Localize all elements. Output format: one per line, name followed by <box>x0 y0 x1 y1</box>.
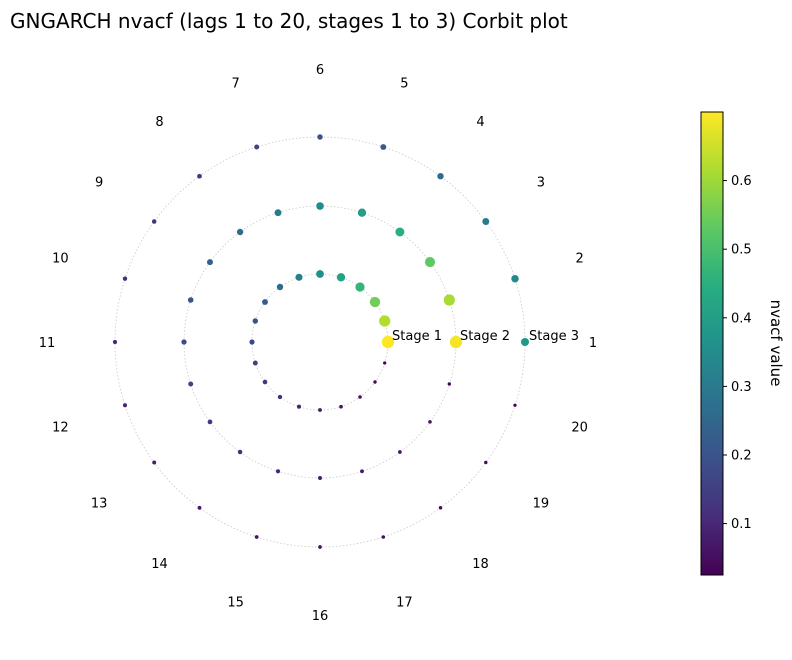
point-stage1-lag2 <box>379 315 391 327</box>
point-stage2-lag15 <box>275 469 281 474</box>
point-stage2-lag19 <box>428 420 432 424</box>
point-stage1-lag7 <box>295 273 303 281</box>
colorbar-tick-label: 0.3 <box>731 380 752 395</box>
point-stage2-lag2 <box>443 294 455 306</box>
colorbar-tick-label: 0.4 <box>731 311 752 326</box>
point-stage3-lag15 <box>254 535 259 539</box>
lag-label-7: 7 <box>231 76 239 91</box>
point-stage1-lag10 <box>252 318 259 324</box>
point-stage3-lag11 <box>112 339 118 345</box>
point-stage1-lag11 <box>249 339 255 345</box>
lag-label-16: 16 <box>312 609 329 624</box>
point-stage3-lag10 <box>122 276 128 281</box>
point-stage1-lag13 <box>262 379 268 385</box>
colorbar: 0.1 0.2 0.3 0.4 0.5 0.6 nvacf value <box>700 111 785 576</box>
point-stage2-lag8 <box>236 228 244 236</box>
colorbar-tick-label: 0.2 <box>731 449 752 464</box>
point-stage3-lag3 <box>482 218 490 225</box>
point-stage2-lag11 <box>181 339 187 345</box>
point-stage2-lag14 <box>237 449 243 455</box>
colorbar-tick-label: 0.6 <box>731 174 752 189</box>
point-stage2-lag16 <box>318 476 322 480</box>
point-stage2-lag1 <box>449 335 463 349</box>
colorbar-label: nvacf value <box>767 300 785 387</box>
point-stage1-lag18 <box>358 395 362 399</box>
point-stage2-lag5 <box>357 208 367 217</box>
chart-title: GNGARCH nvacf (lags 1 to 20, stages 1 to… <box>10 9 568 33</box>
lag-label-18: 18 <box>472 557 489 572</box>
lag-label-11: 11 <box>39 336 56 351</box>
point-stage2-lag3 <box>424 257 436 268</box>
stage-labels: Stage 1 Stage 2 Stage 3 <box>392 329 579 344</box>
colorbar-tick-label: 0.1 <box>731 517 752 532</box>
point-stage1-lag15 <box>296 404 302 409</box>
stage-label-3: Stage 3 <box>529 329 579 344</box>
lag-label-20: 20 <box>571 420 588 435</box>
lag-label-9: 9 <box>95 176 103 191</box>
point-stage3-lag9 <box>151 219 157 224</box>
lag-label-12: 12 <box>52 420 69 435</box>
lag-label-15: 15 <box>227 596 244 611</box>
point-stage2-lag9 <box>207 259 213 266</box>
point-stage1-lag19 <box>373 380 377 384</box>
point-stage2-lag13 <box>207 419 213 425</box>
point-stage3-lag12 <box>122 403 128 408</box>
point-stage3-lag6 <box>317 134 323 140</box>
point-stage2-lag12 <box>188 381 194 387</box>
point-stage3-lag13 <box>152 460 157 465</box>
point-stage2-lag6 <box>316 202 324 210</box>
lag-label-19: 19 <box>533 497 550 512</box>
lag-label-10: 10 <box>52 252 69 267</box>
stage-circle-1 <box>251 273 389 411</box>
point-stage2-lag17 <box>360 469 364 474</box>
point-stage1-lag9 <box>262 299 268 305</box>
point-stage3-lag7 <box>254 144 260 150</box>
point-stage1-lag4 <box>355 282 365 292</box>
point-stage1-lag6 <box>316 270 324 278</box>
point-stage3-lag20 <box>513 403 517 407</box>
lag-label-14: 14 <box>151 557 168 572</box>
point-stage1-lag12 <box>252 360 258 366</box>
data-points <box>112 134 530 549</box>
lag-label-6: 6 <box>316 63 324 78</box>
point-stage3-lag1 <box>520 337 530 347</box>
point-stage2-lag18 <box>398 450 402 454</box>
point-stage3-lag17 <box>381 535 386 539</box>
point-stage1-lag16 <box>318 408 322 412</box>
point-stage1-lag3 <box>369 296 381 308</box>
point-stage2-lag20 <box>447 382 451 386</box>
point-stage3-lag19 <box>484 460 488 465</box>
point-stage1-lag14 <box>277 394 283 400</box>
point-stage2-lag4 <box>395 227 405 237</box>
point-stage3-lag8 <box>197 173 202 179</box>
point-stage2-lag7 <box>274 209 282 217</box>
lag-label-4: 4 <box>476 115 484 130</box>
lag-label-8: 8 <box>155 115 163 130</box>
point-stage1-lag20 <box>383 361 387 365</box>
point-stage2-lag10 <box>187 297 194 303</box>
stage-label-2: Stage 2 <box>460 329 510 344</box>
lag-label-2: 2 <box>575 252 583 267</box>
stage-label-1: Stage 1 <box>392 329 442 344</box>
lag-label-1: 1 <box>589 336 597 351</box>
point-stage1-lag1 <box>381 335 395 349</box>
point-stage3-lag16 <box>318 545 322 549</box>
point-stage3-lag18 <box>438 506 443 510</box>
point-stage3-lag4 <box>437 173 444 180</box>
point-stage1-lag5 <box>336 273 346 282</box>
colorbar-ticks: 0.1 0.2 0.3 0.4 0.5 0.6 <box>723 174 752 532</box>
lag-label-17: 17 <box>396 596 413 611</box>
point-stage3-lag5 <box>380 144 387 150</box>
lag-label-5: 5 <box>400 76 408 91</box>
point-stage1-lag17 <box>339 404 343 409</box>
lag-label-13: 13 <box>91 497 108 512</box>
colorbar-gradient <box>700 111 724 576</box>
point-stage3-lag14 <box>197 505 202 510</box>
point-stage3-lag2 <box>511 274 519 283</box>
point-stage1-lag8 <box>276 283 284 291</box>
lag-label-3: 3 <box>537 176 545 191</box>
colorbar-tick-label: 0.5 <box>731 243 752 258</box>
